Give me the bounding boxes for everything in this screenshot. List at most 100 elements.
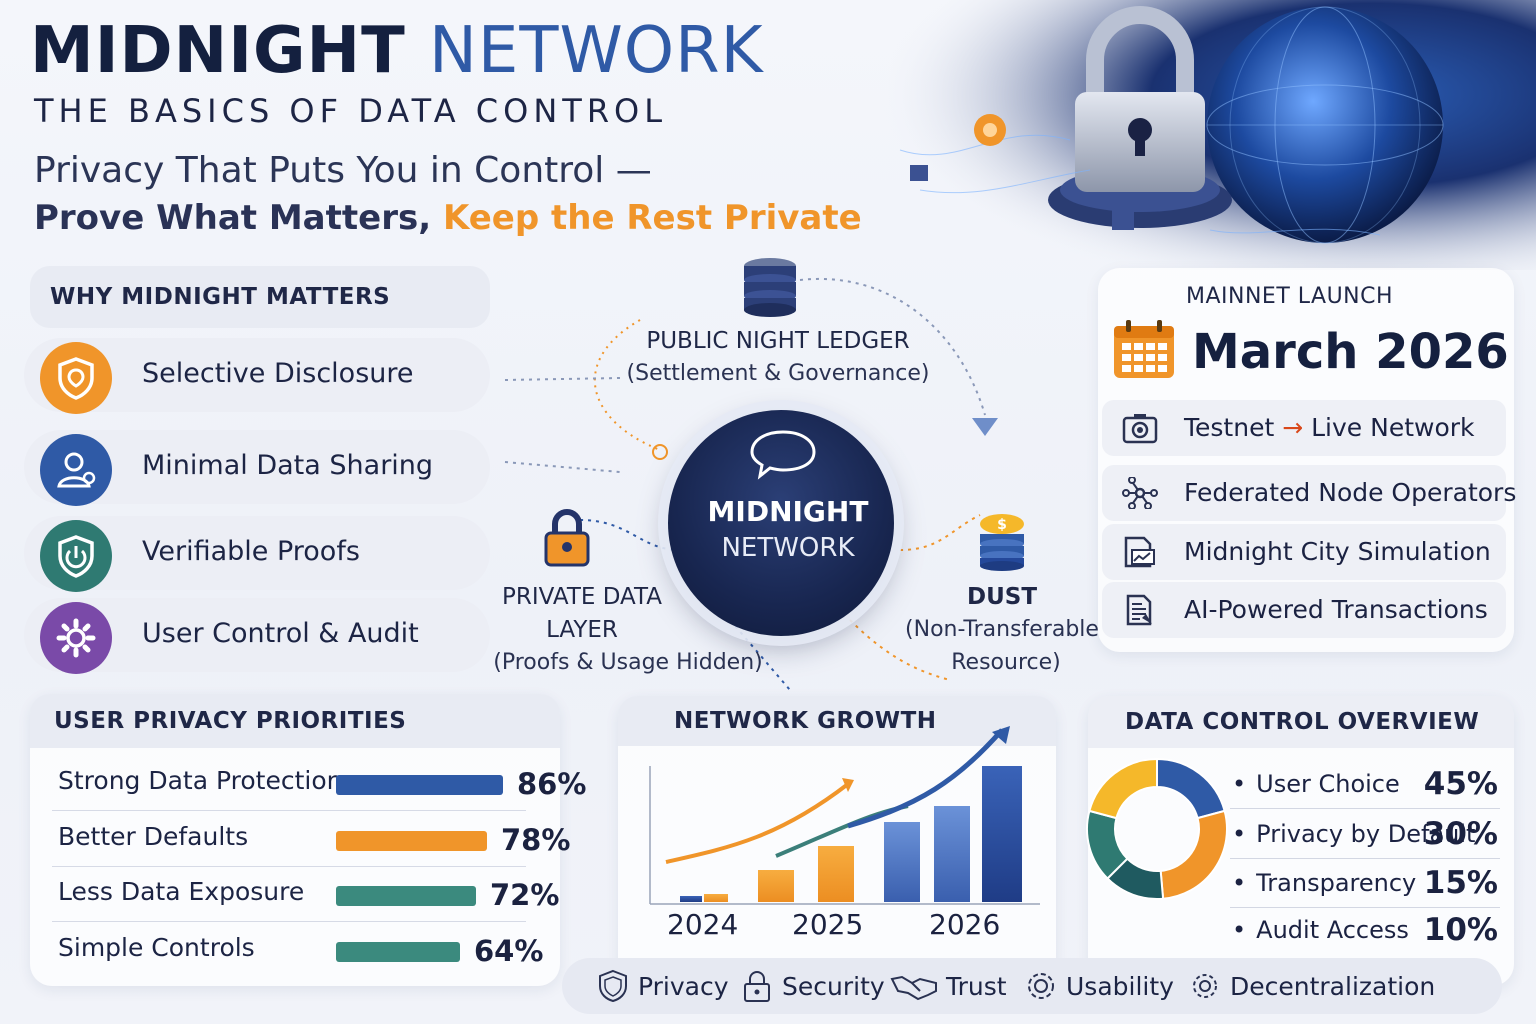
footer-label: Trust [946, 971, 1007, 1001]
power-shield-icon [40, 520, 112, 592]
footer-label: Decentralization [1230, 971, 1436, 1001]
footer-item-decentralization: Decentralization [1188, 966, 1435, 1006]
calendar-icon [1114, 320, 1174, 378]
footer-item-privacy: Privacy [596, 966, 729, 1006]
page-title: MIDNIGHT NETWORK [30, 14, 764, 88]
overview-legend-value: 30% [1423, 816, 1498, 852]
private-layer-title-2: LAYER [546, 617, 618, 643]
bullet: • [1232, 869, 1247, 897]
legend-text: User Choice [1256, 770, 1400, 798]
growth-year-2026: 2026 [929, 908, 1001, 941]
why-item-minimal-data: Minimal Data Sharing [24, 430, 490, 506]
growth-year-2025: 2025 [792, 908, 864, 941]
mainnet-row-city-simulation: Midnight City Simulation [1102, 524, 1506, 580]
growth-bar [680, 896, 702, 902]
testnet-label: Testnet [1184, 413, 1275, 442]
growth-bar [934, 806, 970, 902]
speech-bubble-icon [750, 430, 816, 480]
footer-item-trust: Trust [890, 966, 1007, 1006]
priority-bar [336, 886, 476, 906]
why-item-label: User Control & Audit [142, 618, 419, 649]
footer-item-usability: Usability [1024, 966, 1174, 1006]
overview-donut-chart [1086, 757, 1228, 900]
bullet: • [1232, 916, 1247, 944]
priority-label: Better Defaults [58, 822, 249, 851]
footer-label: Security [782, 971, 885, 1001]
priority-divider [52, 810, 526, 811]
overview-heading-bar: DATA CONTROL OVERVIEW [1088, 696, 1514, 748]
priority-value: 86% [517, 767, 587, 801]
bullet: • [1232, 770, 1247, 798]
private-layer-title-1: PRIVATE DATA [502, 584, 662, 610]
overview-divider [1230, 858, 1500, 859]
dust-subtitle-2: Resource) [951, 650, 1061, 675]
mainnet-row-label: AI-Powered Transactions [1184, 595, 1488, 624]
legend-text: Privacy by Default [1256, 820, 1476, 848]
mainnet-row-federated: Federated Node Operators [1102, 465, 1516, 521]
mainnet-row-ai-transactions: AI-Powered Transactions [1102, 582, 1506, 638]
overview-legend-label: • Audit Access [1232, 916, 1409, 944]
hero-illustration [880, 0, 1536, 270]
overview-legend-label: • User Choice [1232, 770, 1400, 798]
tagline-prove: Prove What Matters, [34, 198, 432, 238]
footer-item-security: Security [740, 966, 885, 1006]
growth-bar [884, 822, 920, 902]
donut-slice-privacy-default [1159, 809, 1228, 900]
page-subtitle: THE BASICS OF DATA CONTROL [34, 92, 668, 130]
why-item-label: Verifiable Proofs [142, 536, 360, 567]
priority-value: 64% [474, 934, 544, 968]
priority-label: Strong Data Protection [58, 766, 343, 795]
overview-divider [1230, 907, 1500, 908]
live-network-label: Live Network [1311, 413, 1475, 442]
database-icon [744, 258, 796, 317]
priorities-heading: USER PRIVACY PRIORITIES [54, 708, 407, 734]
priority-bar [336, 775, 503, 795]
tagline-line1: Privacy That Puts You in Control — [34, 150, 652, 191]
growth-chart [649, 726, 1040, 905]
midnight-network-hub [668, 410, 894, 636]
growth-heading-bar: NETWORK GROWTH [618, 696, 1056, 746]
overview-legend-value: 10% [1423, 912, 1498, 948]
nodes-icon [1122, 477, 1158, 509]
why-item-selective-disclosure: Selective Disclosure [24, 338, 490, 414]
padlock-icon [544, 509, 590, 567]
growth-heading: NETWORK GROWTH [674, 708, 937, 734]
mainnet-row-label: Midnight City Simulation [1184, 537, 1491, 566]
overview-legend-label: • Privacy by Default [1232, 820, 1475, 848]
donut-slice-other [1088, 757, 1158, 820]
tagline-line2: Prove What Matters, Keep the Rest Privat… [34, 198, 862, 238]
growth-trend-orange [665, 782, 850, 864]
growth-bar [704, 894, 728, 902]
overview-divider [1230, 808, 1500, 809]
document-chart-icon [1124, 536, 1155, 568]
lock-icon [1048, 6, 1232, 228]
why-item-label: Selective Disclosure [142, 358, 414, 389]
overview-legend-value: 15% [1423, 865, 1498, 901]
priority-label: Less Data Exposure [58, 877, 305, 906]
mainnet-heading: MAINNET LAUNCH [1186, 284, 1394, 309]
user-icon [40, 434, 112, 506]
ledger-subtitle: (Settlement & Governance) [626, 361, 930, 386]
gear-icon [40, 602, 112, 674]
priority-value: 72% [490, 878, 560, 912]
svg-text:$: $ [997, 517, 1007, 533]
priority-divider [52, 921, 526, 922]
footer-label: Usability [1066, 971, 1174, 1001]
camera-icon [1122, 414, 1158, 444]
why-heading: WHY MIDNIGHT MATTERS [50, 284, 391, 310]
legend-text: Transparency [1256, 869, 1417, 897]
priority-bar [336, 831, 487, 851]
tagline-keep-private: Keep the Rest Private [442, 198, 862, 238]
priority-bar [336, 942, 460, 962]
priority-divider [52, 866, 526, 867]
dust-title: DUST [966, 584, 1038, 610]
handshake-icon [890, 975, 937, 1001]
mainnet-row-label: Testnet → Live Network [1184, 413, 1475, 442]
mainnet-row-testnet: Testnet → Live Network [1102, 400, 1506, 456]
priority-value: 78% [501, 823, 571, 857]
hub-title: MIDNIGHT [707, 495, 869, 528]
donut-slice-user-choice [1156, 757, 1226, 820]
title-midnight: MIDNIGHT [30, 14, 406, 88]
mainnet-row-label: Federated Node Operators [1184, 478, 1517, 507]
mainnet-date: March 2026 [1192, 324, 1509, 380]
